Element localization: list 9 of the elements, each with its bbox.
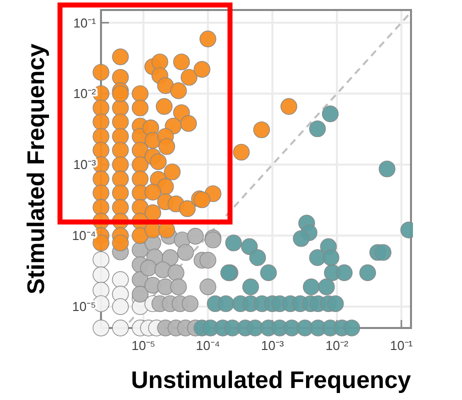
x-tick-label: 10⁻² (325, 338, 349, 353)
x-tick-label: 10⁻³ (260, 338, 284, 353)
x-axis-title: Unstimulated Frequency (130, 367, 412, 394)
y-tick-label: 10⁻¹ (73, 15, 97, 30)
y-tick-label: 10⁻⁵ (72, 299, 96, 314)
x-tick-label: 10⁻¹ (390, 338, 414, 353)
y-axis-title: Stimulated Frequency (23, 42, 50, 294)
x-tick-label: 10⁻⁵ (131, 338, 156, 353)
x-tick-label: 10⁻⁴ (196, 338, 220, 353)
